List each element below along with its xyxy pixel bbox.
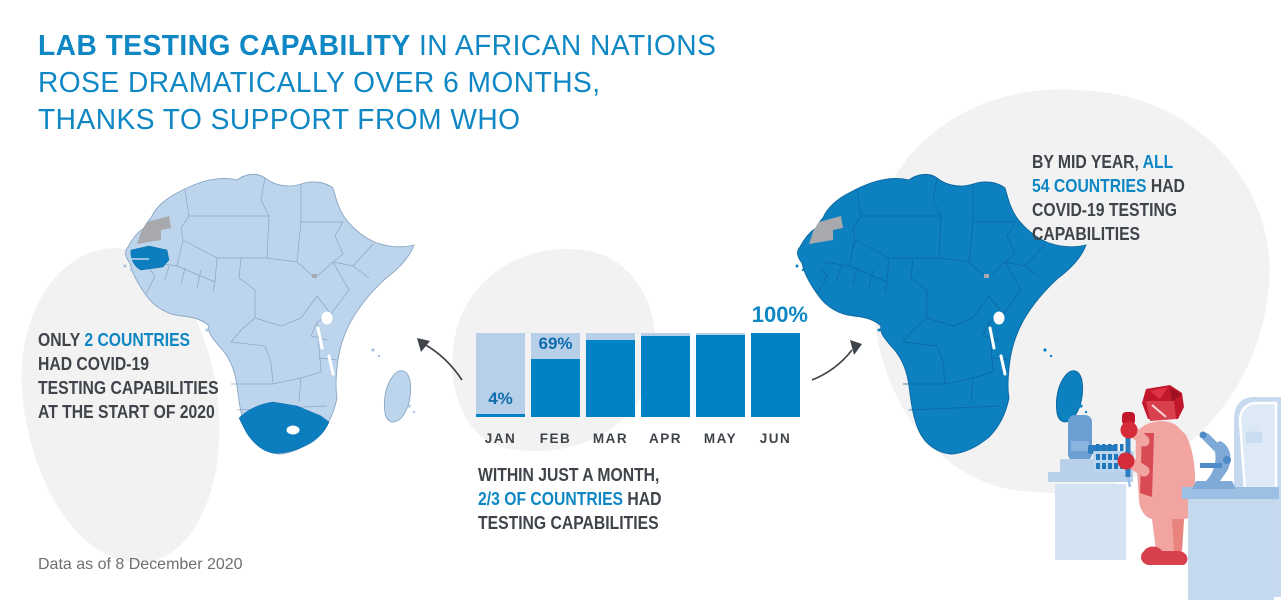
note-text: BY MID YEAR, xyxy=(1032,151,1143,172)
bar-fill xyxy=(531,359,580,417)
arrow-to-end-map-icon xyxy=(811,340,862,381)
lesotho-cutout xyxy=(286,425,300,435)
face-shield xyxy=(1146,401,1176,421)
lab-scene xyxy=(1048,385,1281,600)
bar-fill xyxy=(696,334,745,417)
bar-feb: 69% xyxy=(531,333,580,417)
bar-jan: 4% xyxy=(476,333,525,417)
microscope-icon xyxy=(1192,431,1236,489)
month-label-jan: JAN xyxy=(484,431,517,446)
page-title: LAB TESTING CAPABILITY IN AFRICAN NATION… xyxy=(38,28,737,139)
bar-fill xyxy=(641,336,690,417)
title-line3: THANKS TO SUPPORT FROM WHO xyxy=(38,104,521,136)
highlight-senegal xyxy=(130,245,170,271)
note-text: TESTING CAPABILITIES xyxy=(38,377,219,398)
lab-bench-right xyxy=(1182,487,1279,600)
month-axis: JAN FEB MAR APR MAY JUN xyxy=(476,431,800,446)
title-line2: ROSE DRAMATICALLY OVER 6 MONTHS, xyxy=(38,67,601,99)
month-label-apr: APR xyxy=(648,431,682,446)
note-text: WITHIN JUST A MONTH, xyxy=(478,464,660,485)
note-text: CAPABILITIES xyxy=(1032,223,1141,244)
bar-mar xyxy=(586,333,635,417)
bar-jun xyxy=(751,333,800,417)
month-label-feb: FEB xyxy=(539,431,572,446)
bar-chart: 100% 4% 69% JAN FEB MAR APR MAY JUN xyxy=(476,300,808,446)
glove xyxy=(1117,452,1135,470)
note-text: HAD xyxy=(623,488,662,509)
note-highlight: 2 COUNTRIES xyxy=(84,329,191,350)
note-text: TESTING CAPABILITIES xyxy=(478,512,659,533)
note-text: ONLY xyxy=(38,329,85,350)
value-label-jan: 4% xyxy=(488,388,513,408)
month-label-may: MAY xyxy=(703,431,738,446)
note-text: COVID-19 TESTING xyxy=(1032,199,1178,220)
note-highlight: ALL xyxy=(1142,151,1174,172)
month-label-mar: MAR xyxy=(592,431,629,446)
bar-fill xyxy=(751,333,800,417)
value-label-feb: 69% xyxy=(538,334,573,354)
note-text: HAD COVID-19 xyxy=(38,353,149,374)
lab-technician xyxy=(1117,385,1195,565)
value-label-jun: 100% xyxy=(751,302,808,327)
note-highlight: 54 COUNTRIES xyxy=(1032,175,1147,196)
disputed-area xyxy=(984,274,989,278)
lab-bench-left xyxy=(1048,472,1133,560)
glove xyxy=(1120,421,1138,439)
note-highlight: 2/3 OF COUNTRIES xyxy=(478,488,624,509)
bar-apr xyxy=(641,333,690,417)
bars: 4% 69% xyxy=(476,333,800,417)
month-label-jun: JUN xyxy=(759,431,792,446)
bar-fill xyxy=(586,339,635,417)
note-mid-year: BY MID YEAR, ALL 54 COUNTRIES HAD COVID-… xyxy=(1032,150,1185,246)
title-rest: IN AFRICAN NATIONS xyxy=(410,30,717,62)
madagascar xyxy=(383,370,412,423)
title-bold: LAB TESTING CAPABILITY xyxy=(38,30,411,62)
note-text: AT THE START OF 2020 xyxy=(38,401,215,422)
note-within-month: WITHIN JUST A MONTH, 2/3 OF COUNTRIES HA… xyxy=(478,463,661,535)
note-text: HAD xyxy=(1146,175,1185,196)
data-source-note: Data as of 8 December 2020 xyxy=(38,556,243,573)
arrow-to-start-map-icon xyxy=(417,338,463,381)
note-start-of-2020: ONLY 2 COUNTRIES HAD COVID-19 TESTING CA… xyxy=(38,328,219,424)
bar-may xyxy=(696,333,745,417)
disputed-area xyxy=(312,274,317,278)
bar-fill xyxy=(476,413,525,417)
